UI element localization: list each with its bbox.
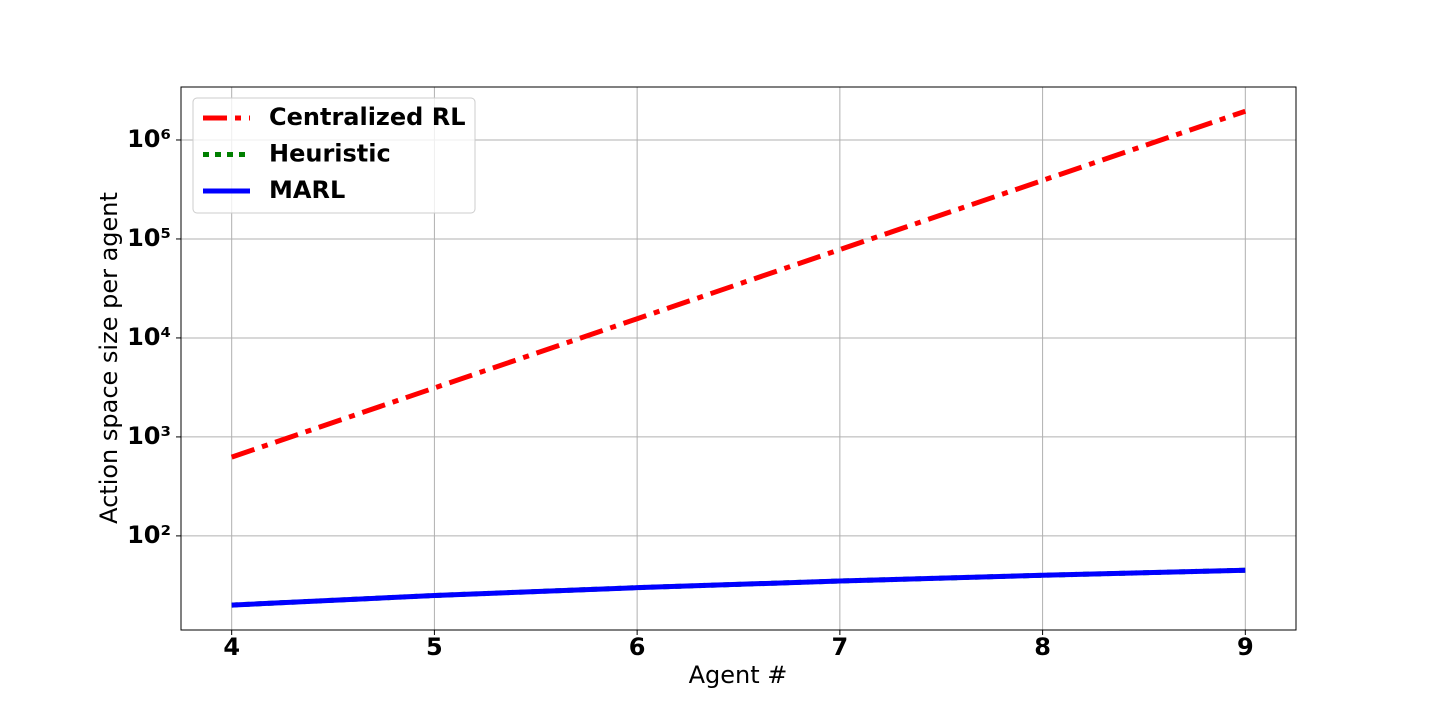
y-tick-label: 10² xyxy=(127,521,171,549)
legend-label: Centralized RL xyxy=(269,103,466,131)
legend-label: Heuristic xyxy=(269,140,391,168)
x-tick-label: 5 xyxy=(426,633,443,661)
y-tick-label: 10⁶ xyxy=(127,125,171,153)
x-tick-label: 8 xyxy=(1034,633,1051,661)
y-tick-label: 10³ xyxy=(127,422,171,450)
plot-frame xyxy=(180,86,1297,631)
line xyxy=(231,567,1246,608)
y-tick-label: 10⁵ xyxy=(127,224,171,252)
x-tick-label: 7 xyxy=(832,633,849,661)
x-tick-label: 9 xyxy=(1237,633,1254,661)
line xyxy=(230,108,1247,460)
legend-label: MARL xyxy=(269,176,345,204)
y-axis-label: Action space size per agent xyxy=(95,192,123,524)
x-tick-label: 6 xyxy=(629,633,646,661)
x-axis-label: Agent # xyxy=(689,661,788,689)
x-tick-label: 4 xyxy=(223,633,240,661)
y-tick-label: 10⁴ xyxy=(127,323,171,351)
legend-box xyxy=(192,97,476,214)
